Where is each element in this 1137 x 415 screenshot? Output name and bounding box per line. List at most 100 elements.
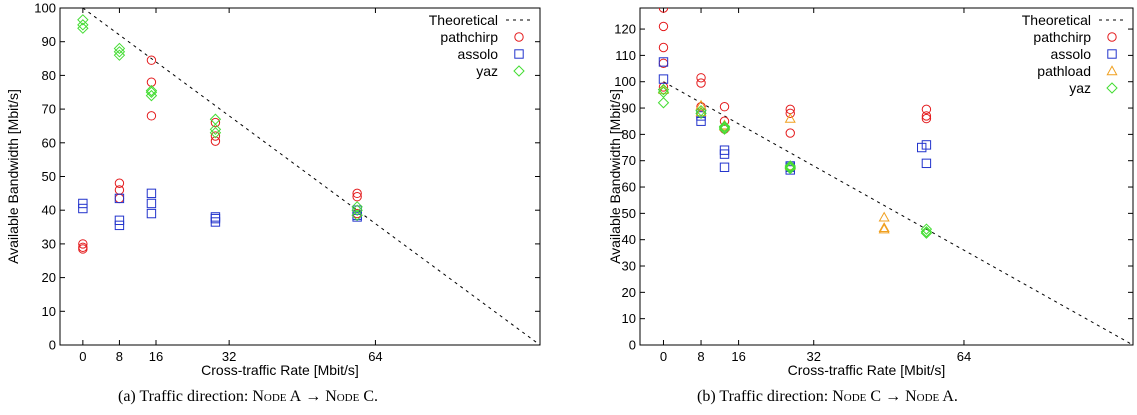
assolo-point [114, 215, 125, 226]
y-tick-label: 40 [622, 232, 636, 247]
assolo-point [146, 198, 157, 209]
x-axis-label: Cross-traffic Rate [Mbit/s] [201, 362, 359, 378]
pathload-point [878, 222, 890, 233]
yaz-point [209, 113, 222, 125]
caption-a-to: Node C. [325, 388, 379, 405]
y-tick-label: 70 [622, 153, 636, 168]
pathchirp-point [146, 55, 157, 65]
pathchirp-point [146, 77, 157, 87]
y-tick-label: 70 [42, 102, 56, 117]
pathchirp-point [696, 78, 706, 88]
yaz-point [718, 123, 731, 135]
yaz-point [920, 227, 933, 239]
pathchirp-point [658, 8, 669, 13]
y-tick-label: 40 [42, 203, 56, 218]
y-tick-label: 80 [622, 127, 636, 142]
pathchirp-point [114, 193, 125, 204]
assolo-point [78, 198, 88, 209]
pathchirp-point [696, 102, 706, 112]
y-tick-label: 30 [42, 236, 56, 251]
yaz-point [113, 46, 126, 58]
pathchirp-point [352, 192, 362, 202]
legend-label: Theoretical [429, 12, 498, 28]
x-tick-label: 64 [368, 349, 382, 364]
pathchirp-point [785, 108, 795, 119]
assolo-point [696, 116, 706, 126]
pathchirp-point [210, 136, 221, 146]
legend-marker [1107, 32, 1117, 42]
yaz-point [784, 161, 796, 173]
legend-label: yaz [476, 63, 498, 79]
x-tick-label: 0 [79, 349, 86, 364]
pathload-point [695, 99, 707, 110]
pathchirp-point [114, 178, 125, 188]
yaz-point [145, 84, 158, 97]
yaz-point [695, 104, 707, 117]
y-tick-label: 60 [42, 135, 56, 150]
pathchirp-point [78, 244, 88, 254]
legend-marker [1106, 82, 1118, 94]
pathchirp-point [658, 21, 669, 32]
x-tick-label: 32 [806, 349, 820, 364]
y-tick-label: 20 [622, 285, 636, 300]
caption-b: (b) Traffic direction: Node C → Node A. [697, 388, 958, 406]
pathload-point [878, 223, 890, 234]
y-tick-label: 90 [42, 34, 56, 49]
x-tick-label: 32 [222, 349, 236, 364]
yaz-point [920, 223, 933, 235]
caption-b-arrow: → [885, 388, 902, 405]
y-tick-label: 90 [622, 101, 636, 116]
legend-label: assolo [1051, 46, 1092, 62]
legend-label: pathchirp [1033, 29, 1091, 45]
chart-b: 0 10 20 30 40 50 60 70 80 90 100 110 120 0 8 16 32 64 Cros… [607, 7, 1134, 378]
pathchirp-point [78, 239, 88, 249]
legend-marker [1107, 49, 1117, 59]
assolo-point [146, 208, 157, 219]
y-axis-label: Available Bandwidth [Mbit/s] [607, 89, 623, 264]
y-tick-label: 20 [42, 270, 56, 285]
x-tick-label: 8 [116, 349, 123, 364]
yaz-point [920, 226, 933, 238]
assolo-point [719, 162, 730, 172]
caption-a-arrow: → [305, 388, 322, 405]
legend-label: Theoretical [1022, 12, 1091, 28]
assolo-point [352, 212, 362, 222]
y-tick-label: 0 [629, 338, 636, 353]
y-tick-label: 100 [614, 74, 636, 89]
pathchirp-point [719, 116, 730, 126]
yaz-point [718, 120, 731, 133]
yaz-point [209, 123, 222, 136]
yaz-point [145, 89, 158, 102]
legend-label: yaz [1069, 80, 1091, 96]
legend-marker [514, 32, 524, 42]
yaz-point [718, 122, 731, 134]
pathchirp-point [352, 188, 362, 199]
y-tick-label: 10 [42, 304, 56, 319]
legend-label: pathload [1037, 63, 1091, 79]
yaz-point [77, 22, 89, 34]
x-axis-label: Cross-traffic Rate [Mbit/s] [788, 362, 946, 378]
theoretical-line [663, 81, 1133, 345]
assolo-point [658, 74, 669, 84]
x-tick-label: 16 [149, 349, 163, 364]
pathload-point [784, 112, 796, 123]
y-tick-label: 60 [622, 180, 636, 195]
yaz-point [784, 160, 796, 172]
assolo-point [719, 149, 730, 159]
assolo-point [921, 158, 932, 169]
plot-frame [639, 7, 1134, 346]
caption-b-prefix: (b) Traffic direction: [697, 388, 833, 405]
x-tick-label: 8 [697, 349, 704, 364]
pathchirp-point [210, 131, 221, 141]
yaz-point [784, 162, 796, 175]
legend-label: pathchirp [440, 29, 498, 45]
assolo-point [352, 205, 362, 215]
y-tick-label: 50 [622, 206, 636, 221]
y-tick-label: 100 [34, 1, 56, 16]
pathchirp-point [210, 117, 221, 128]
assolo-point [146, 188, 157, 199]
y-axis-label: Available Bandwidth [Mbit/s] [5, 89, 21, 264]
yaz-point [77, 14, 89, 26]
